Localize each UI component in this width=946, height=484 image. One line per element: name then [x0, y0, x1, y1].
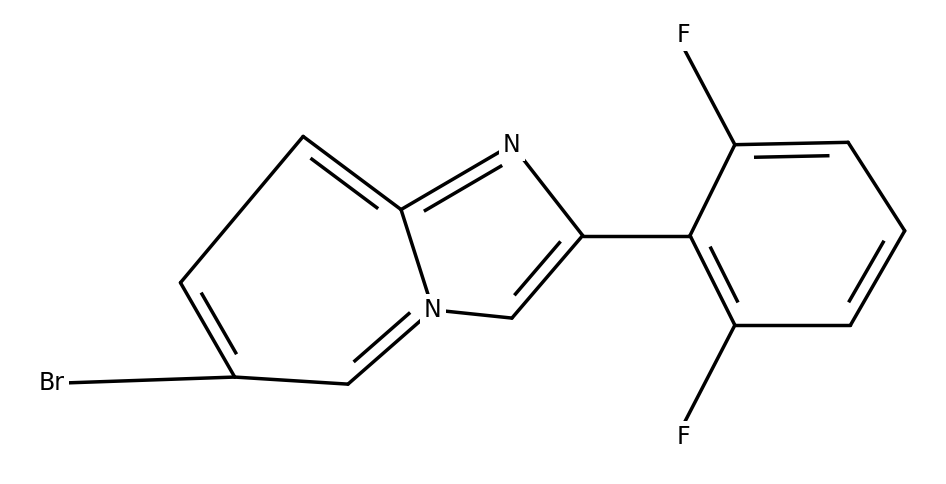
Text: Br: Br	[39, 371, 65, 395]
Text: F: F	[676, 23, 690, 47]
Text: N: N	[424, 298, 442, 322]
Text: F: F	[676, 425, 690, 450]
Text: N: N	[503, 133, 521, 157]
